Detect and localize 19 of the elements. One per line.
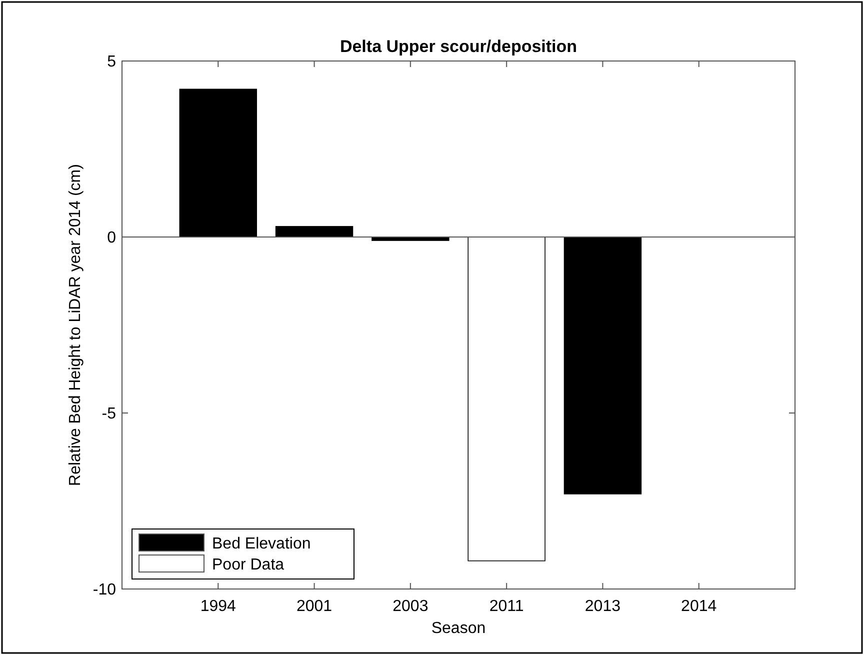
bar: [179, 88, 257, 238]
legend-label: Bed Elevation: [212, 536, 311, 553]
x-tick-label: 2003: [392, 598, 428, 615]
x-tick-label: 2014: [681, 598, 717, 615]
x-tick-label: 2011: [489, 598, 524, 615]
text: Poor Data: [212, 556, 284, 574]
y-tick-label: -5: [102, 406, 116, 423]
y-tick-label: 0: [107, 230, 116, 247]
x-tick-label: 2001: [296, 598, 332, 615]
y-tick-label: 5: [107, 54, 116, 71]
bar: [275, 226, 354, 238]
y-tick-label: -10: [92, 582, 116, 599]
bar: [468, 236, 546, 562]
chart-title: Delta Upper scour/deposition: [340, 37, 578, 56]
y-axis-title: Relative Bed Height to LiDAR year 2014 (cm): [67, 164, 84, 486]
x-tick-label: 1994: [200, 598, 236, 615]
x-tick-label: 2013: [584, 598, 621, 615]
bar: [564, 236, 642, 494]
x-axis-title: Season: [431, 620, 486, 637]
